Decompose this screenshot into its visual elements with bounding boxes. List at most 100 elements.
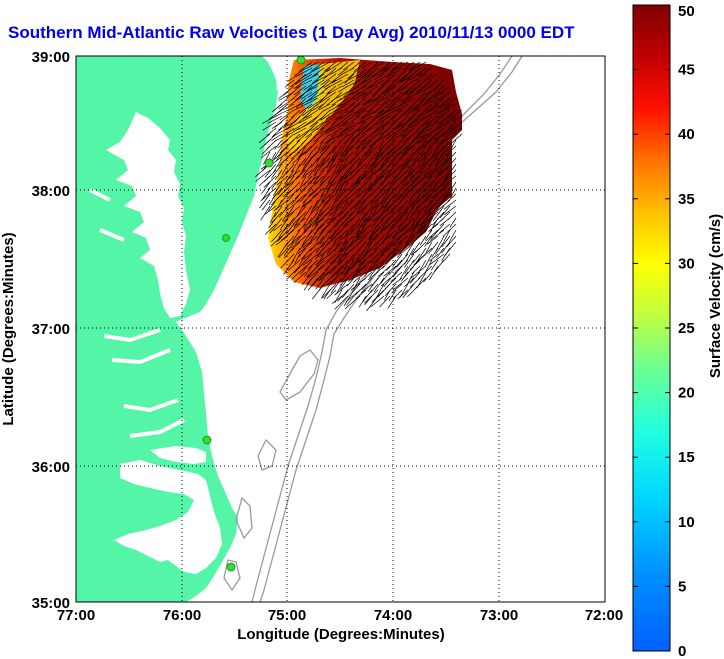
velocity-vector — [404, 259, 415, 274]
velocity-vector — [436, 247, 445, 258]
velocity-vector — [379, 73, 391, 80]
velocity-vector — [319, 127, 331, 135]
velocity-vector — [263, 175, 277, 188]
velocity-vector — [407, 181, 421, 193]
velocity-vector — [390, 115, 403, 125]
velocity-vector — [402, 139, 415, 156]
velocity-vector — [323, 67, 337, 80]
velocity-vector — [388, 289, 397, 301]
velocity-vector — [441, 247, 451, 261]
velocity-vector — [378, 67, 391, 76]
velocity-vector — [292, 229, 301, 242]
velocity-vector — [365, 157, 373, 169]
velocity-vector — [299, 253, 307, 266]
velocity-vector — [334, 109, 349, 121]
velocity-arrows — [255, 61, 463, 312]
velocity-vector — [324, 121, 337, 134]
velocity-vector — [302, 199, 313, 208]
velocity-vector — [435, 151, 445, 165]
velocity-vector — [344, 295, 361, 309]
velocity-vector — [282, 187, 295, 198]
velocity-vector — [287, 103, 301, 112]
velocity-vector — [364, 265, 373, 277]
velocity-vector — [391, 175, 403, 185]
velocity-vector — [275, 133, 289, 142]
velocity-vector — [405, 241, 415, 256]
velocity-vector — [300, 187, 313, 202]
velocity-vector — [346, 259, 361, 273]
velocity-vector — [320, 169, 331, 183]
velocity-vector — [379, 247, 391, 256]
velocity-vector — [434, 133, 445, 141]
velocity-vector — [361, 73, 379, 84]
velocity-vector — [433, 175, 445, 186]
velocity-vector — [346, 109, 361, 118]
velocity-vector — [268, 193, 277, 206]
y-tick-label: 35:00 — [32, 595, 70, 612]
velocity-vector — [344, 211, 361, 225]
velocity-vector — [392, 157, 403, 167]
velocity-vector — [341, 79, 355, 88]
velocity-vector — [396, 253, 409, 268]
velocity-vector — [396, 217, 409, 229]
velocity-vector — [355, 289, 367, 300]
velocity-vector — [323, 133, 337, 145]
velocity-vector — [290, 151, 301, 160]
velocity-vector — [317, 235, 325, 246]
velocity-vector — [292, 121, 307, 131]
velocity-vector — [272, 145, 283, 162]
velocity-vector — [374, 145, 385, 160]
velocity-vector — [353, 91, 367, 100]
y-tick-label: 39:00 — [32, 49, 70, 66]
velocity-vector — [364, 145, 373, 156]
velocity-vector — [278, 91, 289, 99]
velocity-vector — [366, 103, 379, 113]
velocity-vector — [320, 139, 337, 152]
velocity-vector — [307, 85, 325, 98]
velocity-vector — [373, 277, 385, 293]
velocity-vector — [346, 67, 361, 80]
velocity-vector — [369, 229, 385, 241]
velocity-vector — [326, 61, 343, 72]
velocity-vector — [343, 253, 355, 270]
x-tick-label: 76:00 — [163, 607, 201, 624]
velocity-vector — [277, 139, 289, 149]
velocity-vector — [351, 121, 367, 135]
velocity-vector — [281, 229, 295, 241]
velocity-vector — [383, 97, 397, 105]
velocity-vector — [324, 115, 337, 123]
velocity-vector — [386, 67, 403, 78]
velocity-vector — [381, 115, 397, 128]
velocity-vector — [409, 259, 421, 270]
velocity-vector — [329, 73, 343, 84]
velocity-vector — [337, 67, 349, 76]
velocity-vector — [378, 103, 391, 114]
velocity-vector — [309, 91, 325, 101]
velocity-vector — [420, 109, 433, 117]
velocity-vector — [329, 229, 337, 240]
x-axis: 77:00 76:00 75:00 74:00 73:00 72:00 Long… — [57, 607, 623, 643]
velocity-vector — [419, 211, 433, 226]
velocity-vector — [371, 163, 379, 173]
velocity-vector — [343, 133, 355, 145]
velocity-vector — [419, 91, 433, 102]
velocity-vector — [337, 289, 349, 302]
velocity-vector — [318, 271, 331, 281]
velocity-vector — [389, 247, 403, 259]
velocity-vector — [315, 247, 325, 260]
velocity-vector — [310, 61, 325, 72]
velocity-vector — [305, 73, 319, 81]
velocity-vector — [294, 253, 301, 264]
velocity-vector — [437, 199, 445, 210]
velocity-vector — [370, 253, 379, 263]
velocity-vector — [443, 145, 457, 158]
velocity-vector — [406, 85, 421, 96]
velocity-vector — [295, 169, 307, 179]
velocity-vector — [323, 265, 337, 277]
velocity-vector — [449, 217, 457, 228]
velocity-vector — [443, 229, 451, 242]
velocity-vector — [334, 217, 343, 228]
velocity-vector — [342, 265, 355, 276]
velocity-vector — [299, 199, 307, 212]
velocity-vector — [404, 277, 415, 287]
